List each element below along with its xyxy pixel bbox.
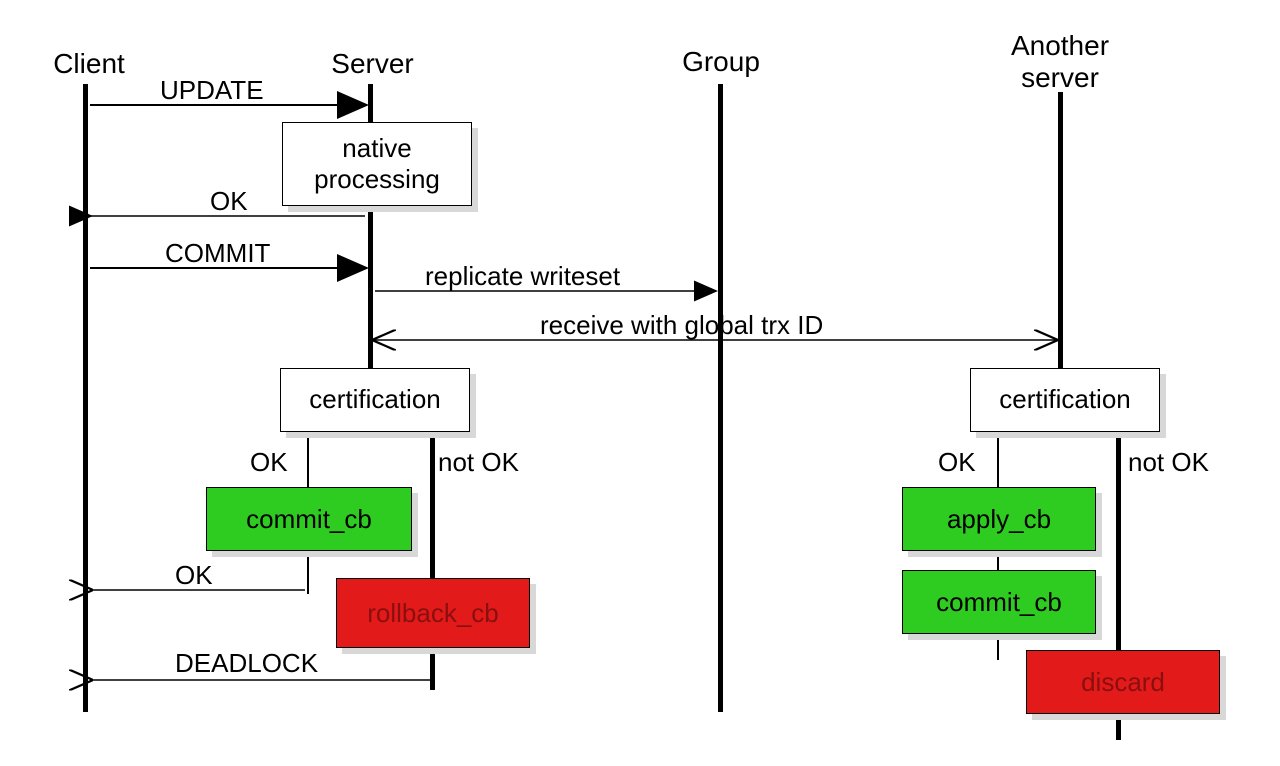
box-commit-cb-server: commit_cb (206, 487, 412, 551)
lifeline-group (718, 84, 723, 712)
box-commit-cb-another: commit_cb (902, 570, 1096, 634)
msg-receive-label: receive with global trx ID (540, 310, 823, 341)
branch-label-another-notok: not OK (1128, 447, 1209, 478)
box-apply-cb: apply_cb (902, 487, 1096, 551)
lifeline-another (1058, 92, 1063, 368)
branch-label-server-notok: not OK (438, 447, 519, 478)
sequence-diagram: Client Server Group Another server nativ… (0, 0, 1280, 766)
msg-deadlock-label: DEADLOCK (175, 648, 318, 679)
lifeline-server-notok (430, 430, 435, 690)
msg-commit-label: COMMIT (165, 238, 270, 269)
box-certification-another: certification (970, 368, 1160, 432)
box-native-processing: native processing (282, 122, 472, 206)
box-rollback-cb: rollback_cb (336, 578, 530, 648)
msg-update-label: UPDATE (160, 75, 264, 106)
msg-replicate-label: replicate writeset (425, 261, 620, 292)
actor-group-label: Group (676, 46, 766, 78)
branch-label-server-ok: OK (250, 447, 288, 478)
actor-server-label: Server (325, 48, 420, 80)
branch-label-another-ok: OK (938, 447, 976, 478)
actor-another-label: Another server (1000, 30, 1120, 94)
box-certification-server: certification (280, 368, 470, 432)
actor-client-label: Client (44, 48, 134, 80)
msg-ok2-label: OK (175, 560, 213, 591)
msg-ok1-label: OK (210, 186, 248, 217)
box-discard: discard (1026, 650, 1220, 714)
lifeline-client (83, 84, 88, 712)
